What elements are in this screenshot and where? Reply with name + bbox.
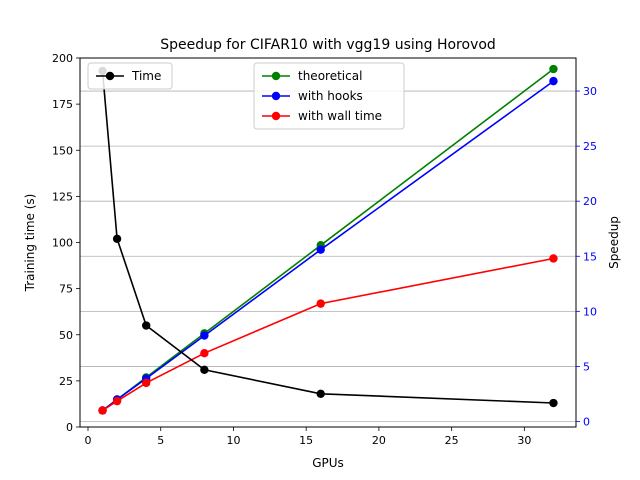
data-point <box>112 234 122 244</box>
data-point <box>549 64 558 74</box>
data-point <box>316 389 325 398</box>
y-left-tick-label: 25 <box>59 375 73 388</box>
data-point <box>316 245 325 254</box>
y-left-tick-label: 175 <box>52 98 73 111</box>
y-right-tick-label: 20 <box>583 195 597 208</box>
legend-entry-label: Time <box>131 69 161 83</box>
y-left-tick-label: 100 <box>52 237 73 250</box>
data-point <box>200 365 209 375</box>
data-point <box>549 76 558 86</box>
series-with-wall-time <box>98 254 558 415</box>
data-point <box>200 349 209 358</box>
x-tick-label: 30 <box>517 434 531 447</box>
data-point <box>112 396 122 406</box>
x-axis-label: GPUs <box>312 456 344 470</box>
y-right-tick-label: 15 <box>583 250 597 263</box>
y-left-axis-label: Training time (s) <box>23 194 37 293</box>
series-layer <box>98 64 558 415</box>
y-right-tick-label: 0 <box>583 415 590 428</box>
axes-layer: 0 5 10 15 20 25 30 0 25 50 75 100 125 150 175 200 0 5 10 15… <box>52 52 597 447</box>
x-tick-label: 25 <box>445 434 459 447</box>
series-line <box>101 70 554 404</box>
legend-swatch-marker <box>105 71 115 81</box>
y-left-tick-label: 50 <box>59 329 73 342</box>
data-point <box>549 398 558 408</box>
y-left-tick-label: 200 <box>52 52 73 65</box>
data-point <box>141 378 151 388</box>
data-point <box>549 254 558 263</box>
y-right-tick-label: 30 <box>583 85 597 98</box>
legend-left: Time <box>87 62 173 90</box>
legend-frame <box>87 62 173 90</box>
legend-swatch-marker <box>271 91 281 101</box>
y-right-axis-label: Speedup <box>607 216 621 269</box>
x-tick-label: 20 <box>372 434 386 447</box>
legend-entry-label: theoretical <box>298 69 362 83</box>
y-left-tick-label: 125 <box>52 190 73 203</box>
legend-swatch-marker <box>271 71 281 81</box>
y-right-tick-label: 5 <box>583 360 590 373</box>
x-tick-label: 15 <box>299 434 313 447</box>
legend-frame <box>253 62 405 130</box>
y-left-tick-label: 75 <box>59 283 73 296</box>
x-tick-label: 5 <box>157 434 164 447</box>
legend-right: theoretical with hooks with wall time <box>253 62 405 130</box>
data-point <box>316 299 325 308</box>
y-right-tick-label: 10 <box>583 305 597 318</box>
data-point <box>200 331 209 340</box>
legend-swatch-marker <box>271 111 281 121</box>
data-point <box>98 406 107 415</box>
y-right-tick-label: 25 <box>583 140 597 153</box>
chart-title: Speedup for CIFAR10 with vgg19 using Hor… <box>160 37 496 53</box>
x-tick-label: 10 <box>226 434 240 447</box>
data-point <box>141 321 151 330</box>
y-left-tick-label: 150 <box>52 144 73 157</box>
legend-entry-label: with wall time <box>298 109 382 123</box>
y-left-tick-label: 0 <box>66 421 73 434</box>
legend-entry-label: with hooks <box>298 89 363 103</box>
legend-layer: Time theoretical with hooks with wall time <box>87 62 405 130</box>
x-tick-label: 0 <box>85 434 92 447</box>
